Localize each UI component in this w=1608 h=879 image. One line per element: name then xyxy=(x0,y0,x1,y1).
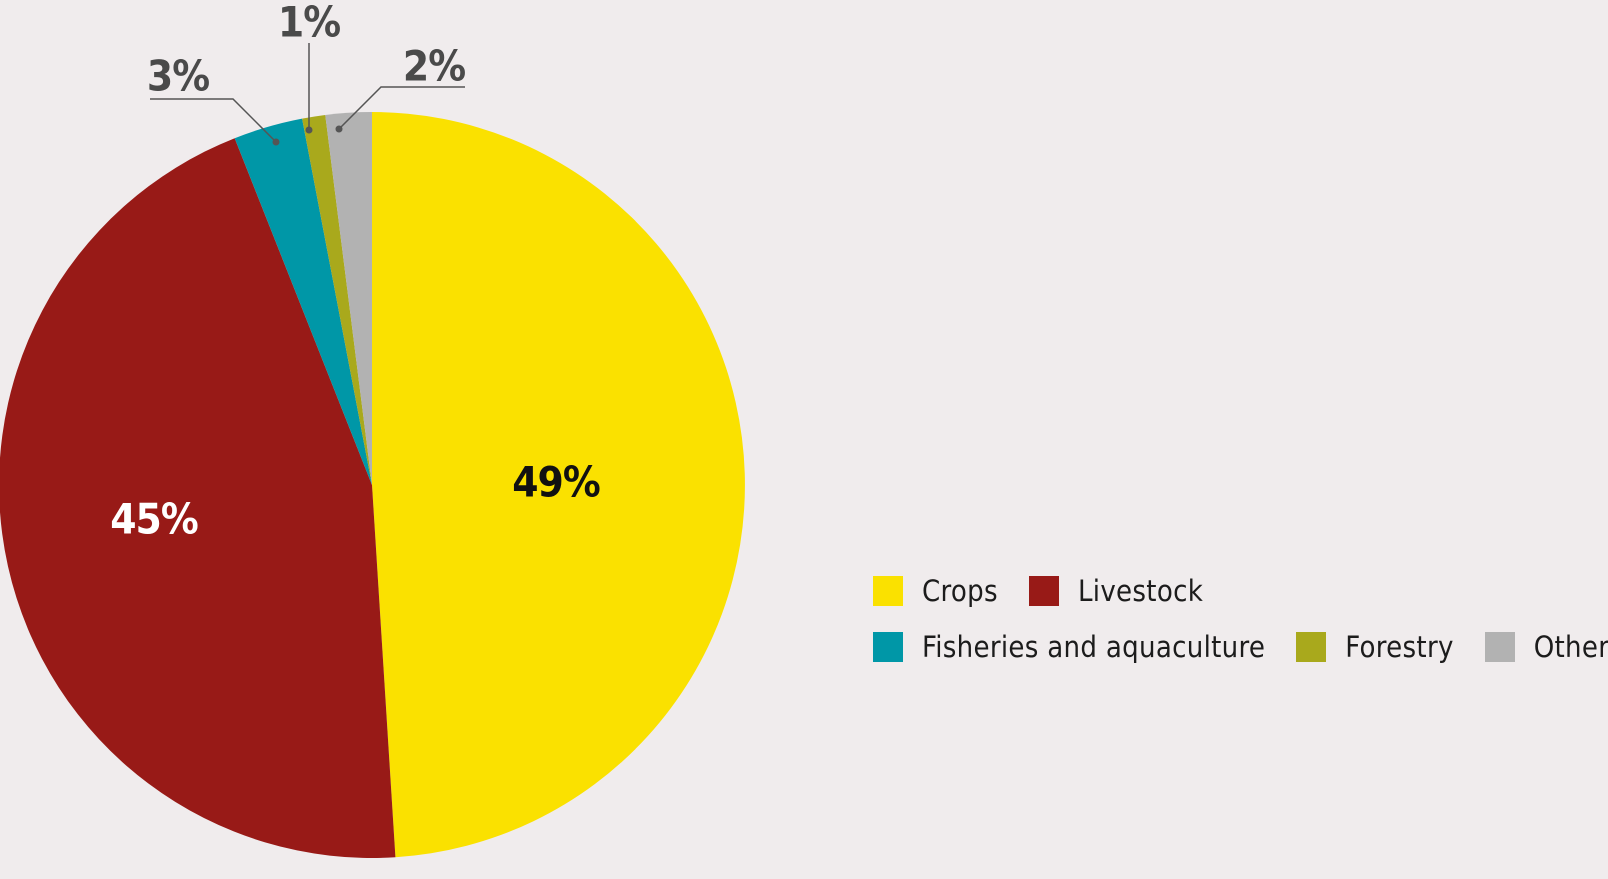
legend-item-forestry: Forestry xyxy=(1296,630,1453,664)
data-label-forestry: 1% xyxy=(278,0,340,47)
legend-row-2: Fisheries and aquaculture Forestry Other xyxy=(873,619,1608,675)
legend-label-forestry: Forestry xyxy=(1345,630,1454,664)
leader-lines xyxy=(150,43,465,146)
legend-label-fisheries: Fisheries and aquaculture xyxy=(922,630,1266,664)
leader-dot-fisheries-and-aquaculture xyxy=(272,138,280,146)
legend-label-other: Other xyxy=(1533,630,1608,664)
legend-label-crops: Crops xyxy=(922,574,998,608)
slice-other xyxy=(325,112,372,485)
leader-line-other xyxy=(338,86,465,130)
legend-item-other: Other xyxy=(1484,630,1608,664)
slice-crops xyxy=(372,112,745,858)
legend-label-livestock: Livestock xyxy=(1077,574,1204,608)
data-label-fisheries-and-aquaculture: 3% xyxy=(147,52,209,101)
legend: Crops Livestock Fisheries and aquacultur… xyxy=(873,563,1608,675)
data-label-other: 2% xyxy=(403,42,465,91)
leader-dot-forestry xyxy=(305,126,313,134)
legend-item-fisheries: Fisheries and aquaculture xyxy=(873,630,1265,664)
leader-dot-other xyxy=(335,125,343,133)
legend-swatch-other xyxy=(1484,632,1515,662)
legend-row-1: Crops Livestock xyxy=(873,563,1603,619)
slice-livestock xyxy=(0,138,396,858)
data-label-crops: 49% xyxy=(512,458,600,507)
legend-item-crops: Crops xyxy=(873,574,998,608)
legend-swatch-livestock xyxy=(1028,576,1059,606)
legend-item-livestock: Livestock xyxy=(1028,574,1204,608)
data-label-livestock: 45% xyxy=(110,495,198,544)
pie-slices xyxy=(0,112,745,858)
slice-fisheries-and-aquaculture xyxy=(234,118,372,486)
legend-swatch-fisheries xyxy=(873,632,903,662)
legend-swatch-crops xyxy=(873,576,903,606)
leader-line-fisheries-and-aquaculture xyxy=(150,98,277,143)
legend-swatch-forestry xyxy=(1296,632,1327,662)
slice-labels: 49% 45% 3% 1% 2% xyxy=(110,0,601,544)
slice-forestry xyxy=(302,114,372,485)
